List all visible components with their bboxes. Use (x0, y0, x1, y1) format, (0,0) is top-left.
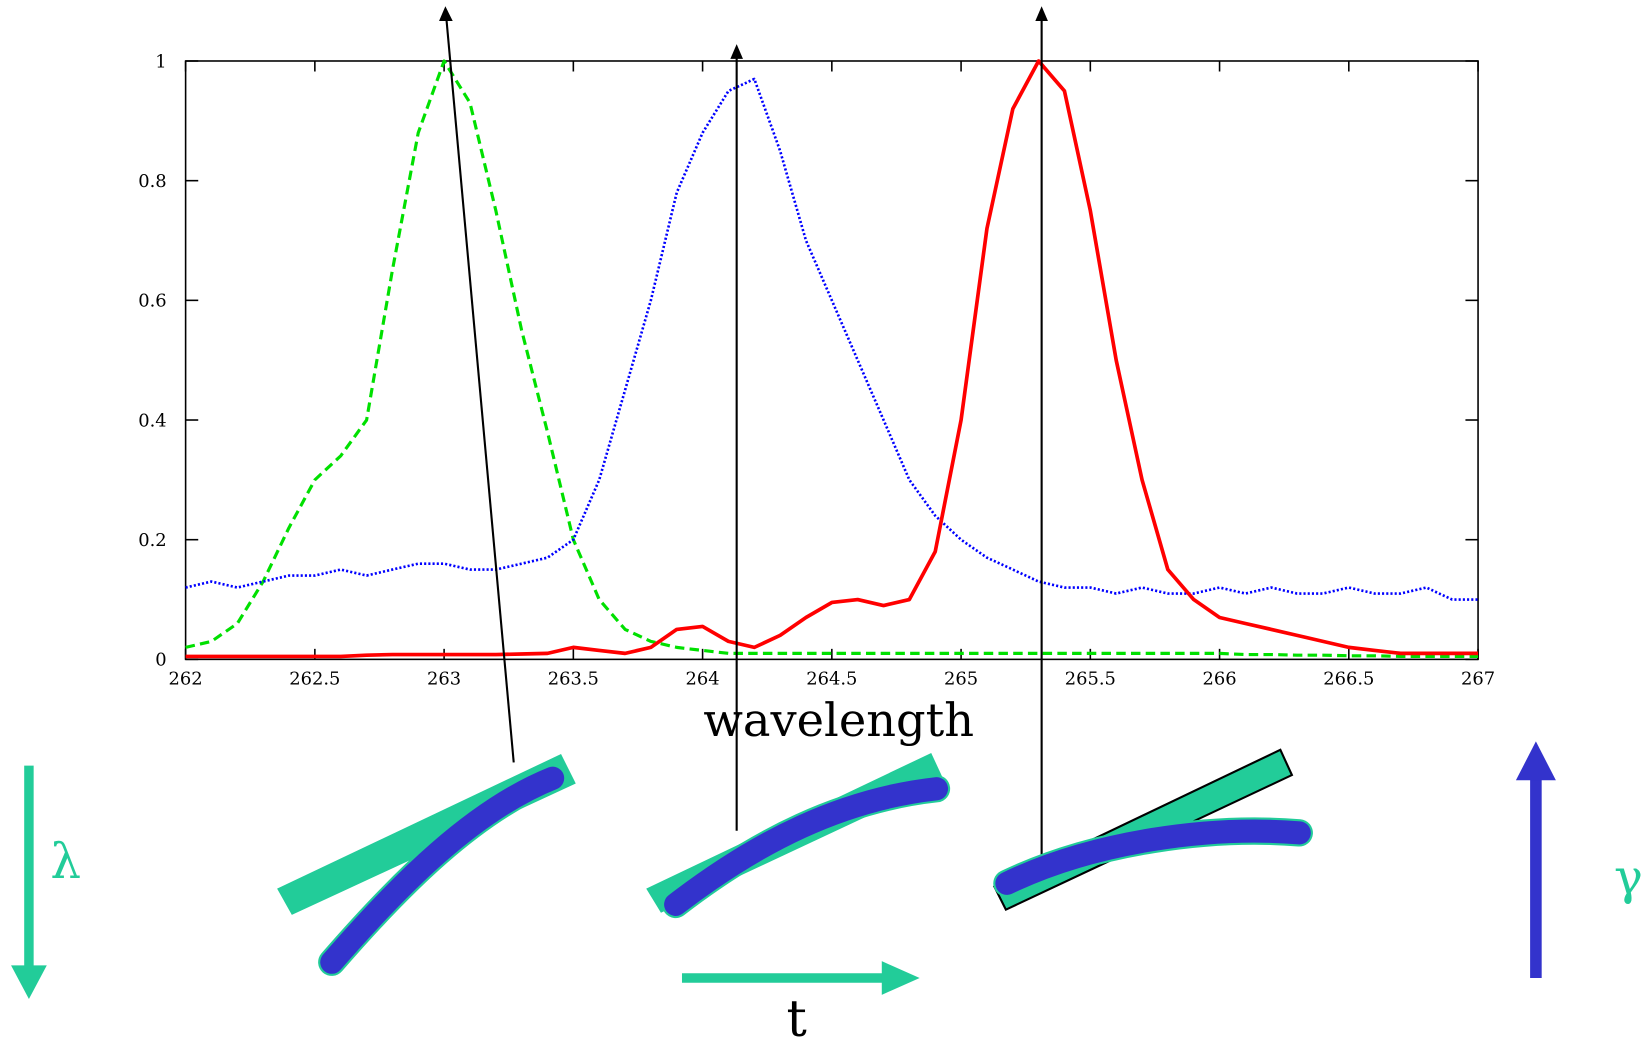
arrow-head (730, 44, 743, 59)
arrow-head (881, 961, 920, 995)
series-line (185, 77, 1479, 601)
x-tick-label: 266.5 (1323, 669, 1374, 690)
x-tick-label: 263.5 (548, 669, 599, 690)
x-tick-label: 267 (1461, 669, 1495, 690)
y-tick-label: 0.6 (138, 291, 166, 312)
series-line (185, 59, 1479, 659)
gamma-label: γ (1614, 850, 1643, 906)
x-axis-label: wavelength (703, 693, 974, 747)
t-label: t (786, 989, 806, 1039)
blue-stroke (995, 819, 1311, 895)
x-tick-label: 263 (427, 669, 461, 690)
arrow-head (1515, 741, 1556, 781)
plot-frame (184, 60, 1479, 661)
arrow (445, 18, 515, 763)
arrow-head (1035, 6, 1048, 22)
series-line (185, 59, 1479, 658)
peak-arrows (445, 18, 1043, 863)
lambda-label: λ (50, 834, 81, 890)
y-tick-label: 1 (155, 51, 166, 72)
x-tick-label: 262.5 (289, 669, 340, 690)
arrow-head (439, 6, 453, 22)
x-tick-label: 264 (686, 669, 720, 690)
x-tick-label: 265 (944, 669, 978, 690)
y-tick-label: 0.2 (138, 530, 166, 551)
blue-stroke (664, 777, 949, 916)
y-tick-label: 0.4 (138, 410, 166, 431)
diagram: λ t γ (11, 741, 1643, 1039)
y-tick-label: 0 (155, 650, 166, 671)
y-tick-label: 0.8 (138, 171, 166, 192)
blue-stroke (320, 766, 565, 974)
plot: 262 262.5 263 263.5 264 264.5 265 265.5 266 266.5… (138, 51, 1495, 689)
arrow-heads (439, 6, 1048, 59)
arrow-head (11, 965, 47, 1000)
x-tick-label: 264.5 (806, 669, 857, 690)
x-tick-label: 262 (169, 669, 203, 690)
x-tick-label: 266 (1203, 669, 1237, 690)
x-tick-label: 265.5 (1065, 669, 1116, 690)
